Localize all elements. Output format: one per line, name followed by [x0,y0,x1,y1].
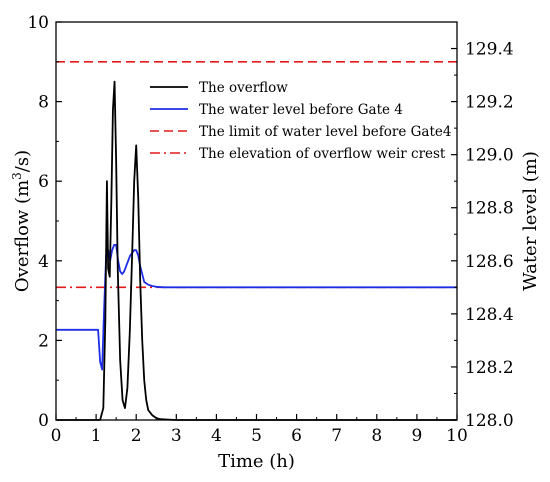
y-right-tick-label: 128.4 [465,305,514,325]
x-tick-label: 6 [291,426,302,446]
x-tick-label: 8 [371,426,382,446]
y-left-tick-label: 6 [38,172,49,192]
y-left-tick-label: 10 [27,13,49,33]
x-tick-label: 1 [91,426,102,446]
x-tick-label: 0 [51,426,62,446]
y-right-tick-label: 129.4 [465,40,514,60]
y-right-tick-label: 128.0 [465,411,514,431]
y-left-title-main: Overflow (m [12,180,33,292]
y-right-tick-label: 128.2 [465,358,514,378]
y-left-title-sup: 3 [10,172,24,180]
ticks-layer: 0 1 2 3 4 5 6 7 8 9 100246810128.0128.2128.4128.61… [27,13,513,446]
y-left-tick-label: 2 [38,331,49,351]
y-right-tick-label: 128.8 [465,199,514,219]
y-left-axis-title: Overflow (m3/s) [10,150,33,292]
legend-label: The water level before Gate 4 [199,102,403,118]
y-right-tick-label: 128.6 [465,252,514,272]
y-left-title-tail: /s) [12,150,33,172]
series-line-the-overflow [56,80,457,421]
y-right-axis-title: Water level (m) [520,151,541,291]
y-right-tick-label: 129.0 [465,146,514,166]
x-tick-label: 10 [446,426,468,446]
legend-label: The overflow [199,80,288,96]
x-tick-label: 7 [331,426,342,446]
x-tick-label: 9 [411,426,422,446]
x-tick-label: 5 [251,426,262,446]
x-tick-label: 4 [211,426,222,446]
y-left-tick-label: 8 [38,93,49,113]
x-tick-label: 2 [131,426,142,446]
legend-label: The limit of water level before Gate4 [199,124,452,140]
x-axis-title: Time (h) [218,451,295,472]
y-left-tick-label: 0 [38,411,49,431]
series-layer [56,61,457,421]
x-tick-label: 3 [171,426,182,446]
y-left-tick-label: 4 [38,252,49,272]
legend: The overflow The water level before Gate … [150,80,452,162]
y-right-tick-label: 129.2 [465,93,514,113]
legend-label: The elevation of overflow weir crest [199,146,446,162]
series-line-the-water-level-before-gate-4 [56,243,457,371]
